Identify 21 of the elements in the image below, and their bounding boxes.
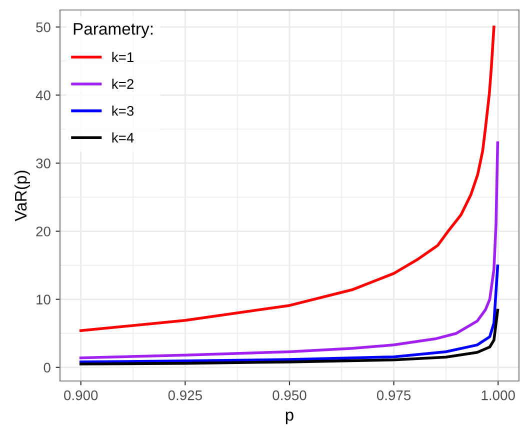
line-series [79,141,500,360]
y-tick-label: 40 [36,90,50,100]
line-series [79,308,500,366]
legend-title: Parametry: [74,23,152,38]
x-axis-title: p [286,412,294,424]
x-tick-label: 1.000 [482,390,515,400]
legend-label: k=2 [112,78,134,89]
legend-label: k=4 [112,132,134,142]
legend-label: k=1 [112,52,134,62]
x-tick-label: 0.950 [272,390,306,400]
x-tick-label: 0.925 [168,390,202,400]
line-series [79,264,500,364]
x-tick-label: 0.975 [376,390,411,400]
y-tick-label: 20 [36,226,50,236]
y-tick-label: 50 [36,22,50,32]
y-tick-label: 30 [36,158,50,168]
y-axis-title: VaR(p) [14,170,30,222]
y-tick-label: 0 [44,362,50,373]
legend-label: k=3 [112,106,134,116]
x-tick-label: 0.900 [64,390,98,400]
y-tick-label: 10 [36,294,50,304]
